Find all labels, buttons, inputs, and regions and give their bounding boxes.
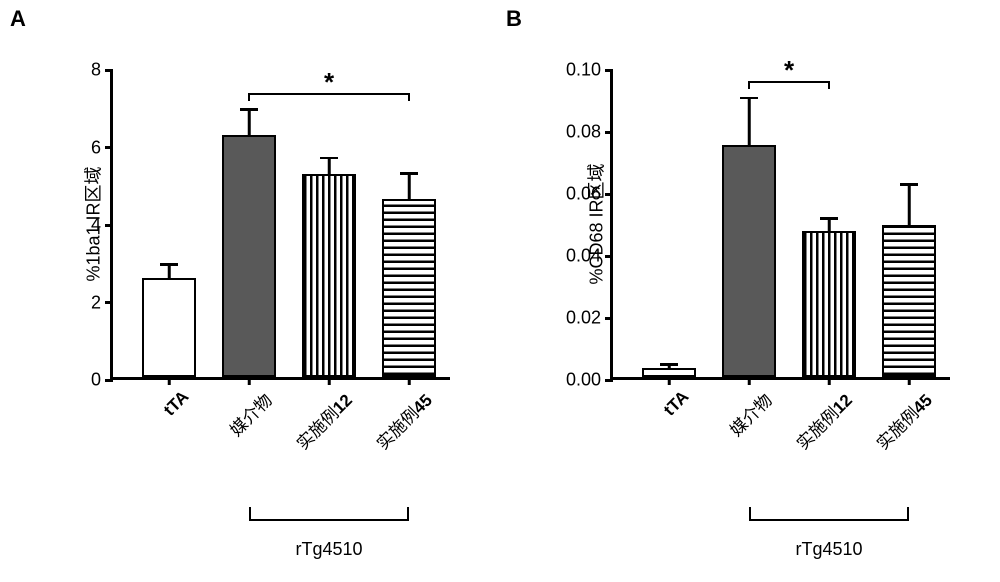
sig-tick <box>408 93 410 101</box>
bar <box>302 174 356 377</box>
panel-b-plot: %CD68 IR区域 0.000.020.040.060.080.10tTA媒介… <box>610 70 950 380</box>
error-cap <box>740 97 758 100</box>
ytick-label: 0.02 <box>566 308 601 329</box>
error-cap <box>900 183 918 186</box>
xtick-label: 实施例12 <box>768 387 856 475</box>
ytick-label: 0.00 <box>566 370 601 391</box>
error-bar <box>748 98 751 145</box>
xtick <box>408 377 411 385</box>
error-cap <box>320 157 338 160</box>
error-cap <box>240 108 258 111</box>
ytick-label: 0.04 <box>566 246 601 267</box>
ytick-label: 2 <box>91 292 101 313</box>
xtick-label: 媒介物 <box>688 387 776 475</box>
error-bar <box>328 158 331 174</box>
error-bar <box>168 265 171 279</box>
ytick-label: 0.06 <box>566 184 601 205</box>
bar <box>722 145 776 378</box>
ytick <box>605 69 613 72</box>
bar <box>222 135 276 377</box>
group-bracket-label: rTg4510 <box>295 539 362 560</box>
bar <box>382 199 436 377</box>
xtick <box>748 377 751 385</box>
ytick-label: 4 <box>91 215 101 236</box>
ytick <box>105 301 113 304</box>
ytick-label: 0.08 <box>566 122 601 143</box>
xtick-label: tTA <box>108 387 193 472</box>
xtick <box>328 377 331 385</box>
error-bar <box>828 219 831 231</box>
xtick-label: 媒介物 <box>188 387 276 475</box>
ytick <box>105 224 113 227</box>
ytick <box>605 379 613 382</box>
ytick <box>105 146 113 149</box>
sig-tick <box>748 81 750 89</box>
panel-a-label: A <box>10 6 26 32</box>
error-bar <box>908 185 911 225</box>
xtick-label: 实施例12 <box>268 387 356 475</box>
group-bracket-label: rTg4510 <box>795 539 862 560</box>
sig-tick <box>248 93 250 101</box>
xtick-label: tTA <box>608 387 693 472</box>
error-bar <box>408 174 411 199</box>
xtick-label: 实施例45 <box>848 387 936 475</box>
ytick-label: 8 <box>91 60 101 81</box>
ytick <box>605 255 613 258</box>
sig-star: * <box>324 67 334 98</box>
panel-a: A %1ba1 IR区域 02468tTA媒介物实施例12实施例45*rTg45… <box>0 0 500 582</box>
error-cap <box>660 363 678 366</box>
panel-b: B %CD68 IR区域 0.000.020.040.060.080.10tTA… <box>500 0 1000 582</box>
figure: A %1ba1 IR区域 02468tTA媒介物实施例12实施例45*rTg45… <box>0 0 1000 582</box>
xtick <box>828 377 831 385</box>
xtick <box>168 377 171 385</box>
bar <box>882 225 936 377</box>
error-cap <box>400 172 418 175</box>
ytick <box>105 69 113 72</box>
ytick <box>605 193 613 196</box>
ytick-label: 0 <box>91 370 101 391</box>
xtick <box>248 377 251 385</box>
sig-tick <box>828 81 830 89</box>
ytick <box>605 131 613 134</box>
ytick-label: 6 <box>91 137 101 158</box>
bar <box>642 368 696 377</box>
bar <box>142 278 196 377</box>
error-cap <box>820 217 838 220</box>
panel-b-label: B <box>506 6 522 32</box>
sig-star: * <box>784 55 794 86</box>
error-cap <box>160 263 178 266</box>
bar <box>802 231 856 377</box>
xtick-label: 实施例45 <box>348 387 436 475</box>
group-bracket <box>249 507 409 521</box>
ytick-label: 0.10 <box>566 60 601 81</box>
ytick <box>605 317 613 320</box>
group-bracket <box>749 507 909 521</box>
ytick <box>105 379 113 382</box>
xtick <box>908 377 911 385</box>
xtick <box>668 377 671 385</box>
panel-a-plot: %1ba1 IR区域 02468tTA媒介物实施例12实施例45*rTg4510 <box>110 70 450 380</box>
error-bar <box>248 110 251 135</box>
